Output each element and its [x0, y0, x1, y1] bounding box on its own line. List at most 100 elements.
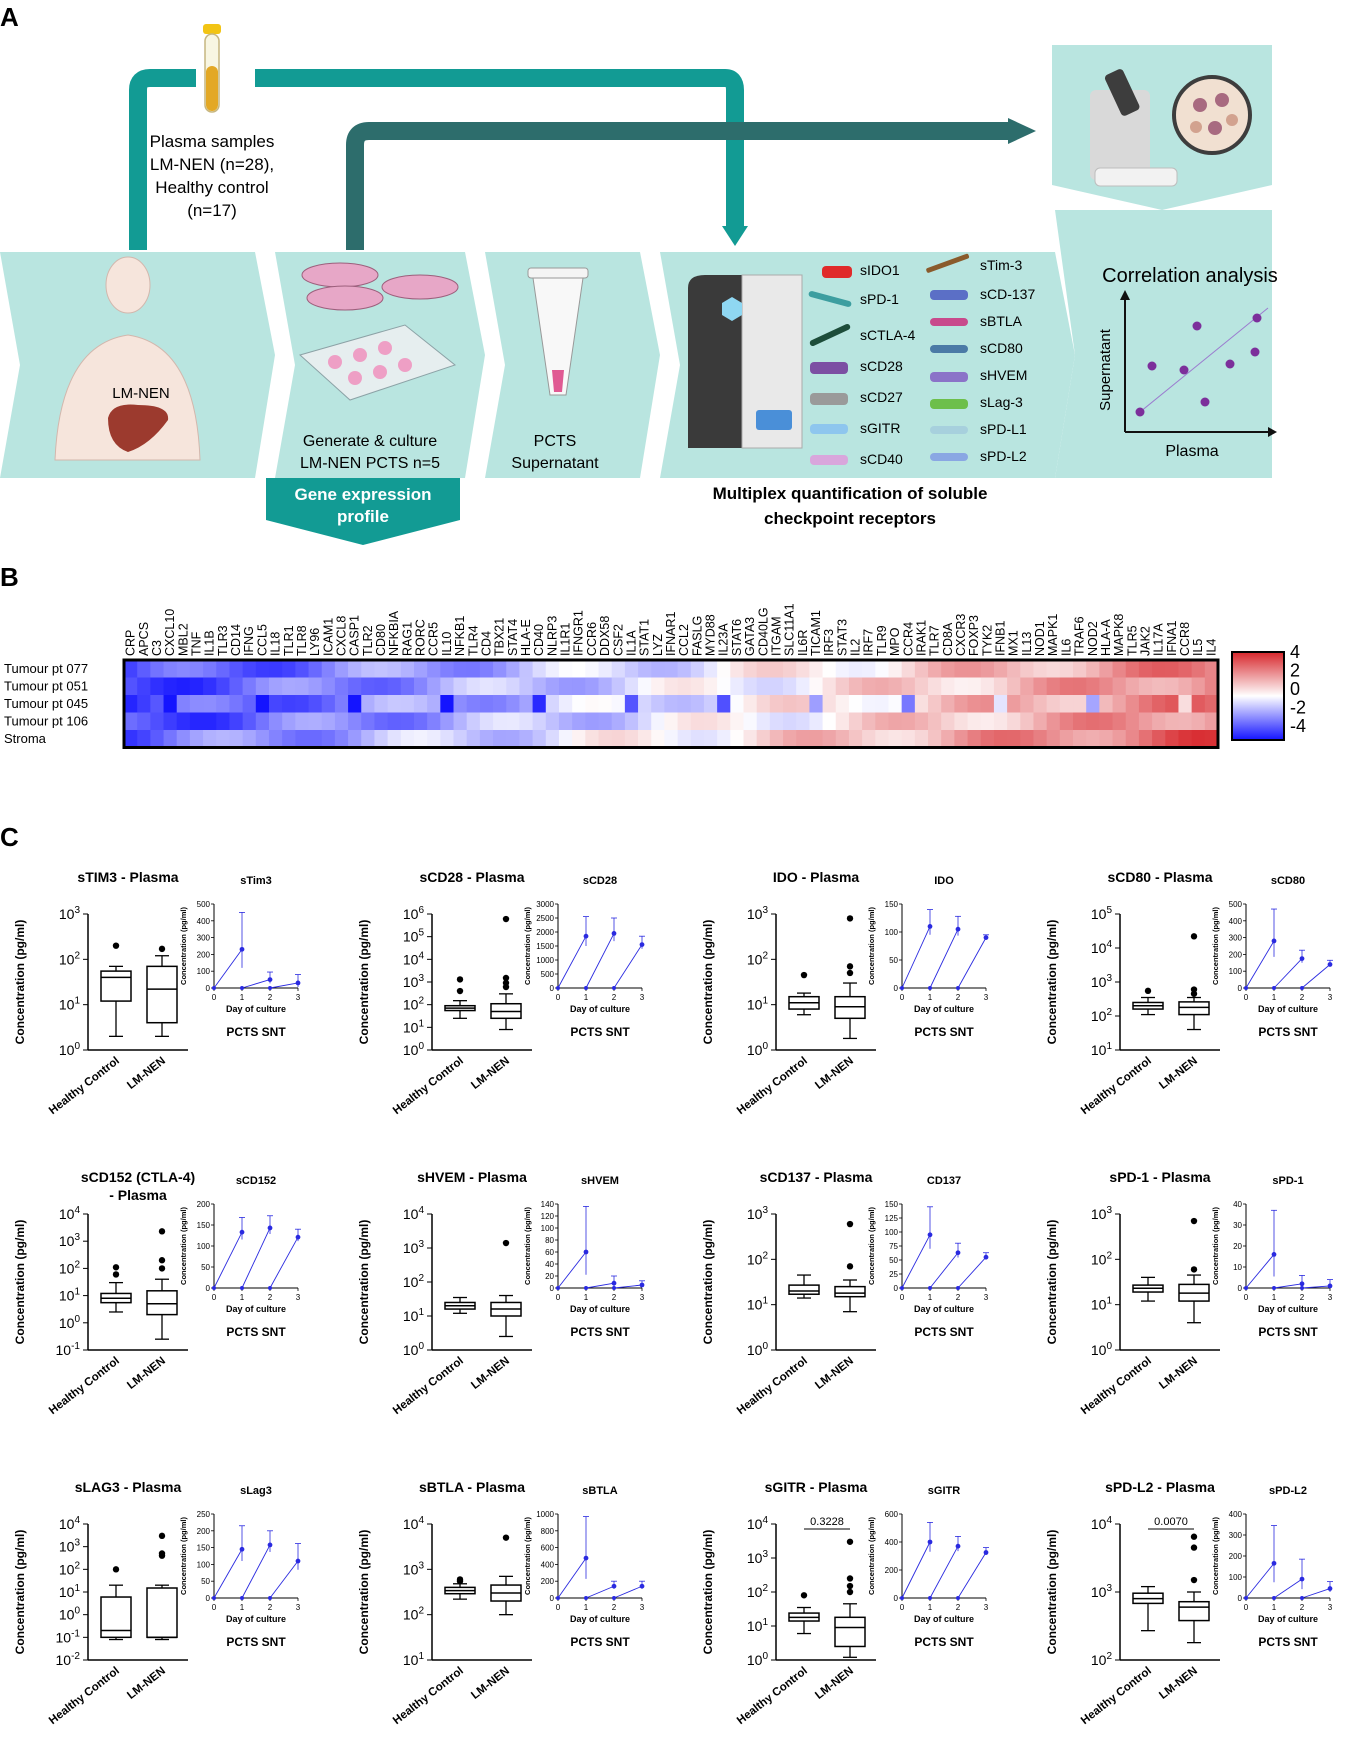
heatmap-cell: [901, 730, 916, 748]
heatmap-cell: [677, 695, 692, 713]
gene-label: NFKB1: [453, 616, 467, 656]
inset-y-tick-label: 3000: [536, 900, 554, 909]
heatmap-cell: [466, 660, 481, 678]
heatmap-cell: [519, 695, 534, 713]
heatmap-cell: [980, 660, 995, 678]
plot-title: sPD-L2 - Plasma: [1105, 1479, 1215, 1495]
heatmap-cell: [255, 712, 270, 731]
inset-x-tick-label: 2: [268, 1603, 273, 1612]
tick-exponent: 1: [74, 996, 80, 1007]
gene-label: CD4: [479, 631, 493, 656]
inset-x-tick-label: 0: [556, 1293, 561, 1302]
inset-y-tick-label: 150: [885, 900, 899, 909]
inset-y-tick-label: 400: [1229, 1510, 1243, 1519]
heatmap-cell: [374, 712, 389, 731]
heatmap-cell: [769, 677, 784, 696]
plot-title: sCD152 (CTLA-4): [81, 1169, 195, 1185]
inset-y-tick-label: 600: [885, 1510, 899, 1519]
heatmap-cell: [1059, 660, 1074, 678]
heatmap-cell: [295, 730, 310, 748]
y-tick-label: 101: [747, 1296, 769, 1313]
gene-label: FOXP3: [967, 615, 981, 656]
inset-series-line: [557, 1251, 587, 1289]
outlier: [846, 1538, 854, 1545]
tick-exponent: 4: [1106, 1515, 1112, 1526]
outlier: [846, 1220, 854, 1228]
inset-point: [239, 946, 245, 952]
inset-y-tick-label: 50: [889, 1256, 898, 1265]
heatmap-cell: [730, 695, 744, 713]
inset-x-tick-label: 3: [296, 1603, 301, 1612]
heatmap-cell: [466, 677, 481, 696]
tick-base: 10: [403, 1019, 419, 1035]
snt-label: PCTS SNT: [570, 1025, 630, 1039]
y-tick-label: 102: [1091, 1007, 1113, 1024]
inset-x-tick-label: 3: [1328, 993, 1333, 1002]
gene-label: IFNGR1: [572, 610, 586, 656]
supernatant-text: PCTS Supernatant: [511, 433, 599, 472]
heatmap-cell: [1191, 660, 1206, 678]
tick-exponent: 4: [74, 1515, 80, 1526]
heatmap-cell: [585, 712, 600, 731]
tick-exponent: 2: [1106, 1007, 1112, 1018]
heatmap-cell: [743, 660, 758, 678]
heatmap-cell: [677, 677, 692, 696]
category-label: LM-NEN: [125, 1665, 168, 1702]
heatmap-cell: [677, 730, 692, 748]
heatmap-cell: [1020, 712, 1034, 731]
heatmap-cell: [651, 660, 665, 678]
inset-x-tick-label: 0: [212, 993, 217, 1002]
tick-exponent: 1: [74, 1583, 80, 1594]
heatmap-cell: [1046, 677, 1061, 696]
heatmap-cell: [835, 730, 850, 748]
heatmap-cell: [400, 730, 415, 748]
inset-y-tick-label: 500: [541, 970, 555, 979]
y-tick-label: 103: [1091, 973, 1113, 990]
inset-point: [1300, 1286, 1304, 1290]
heatmap-cell: [1046, 695, 1061, 713]
inset-series-line: [269, 1560, 299, 1599]
inset-point: [212, 1596, 216, 1600]
inset-point: [955, 1543, 961, 1549]
inset-y-label: Concentration (pg/ml): [867, 1207, 876, 1285]
y-tick-label: 101: [59, 996, 81, 1013]
heatmap-cell: [176, 660, 191, 678]
heatmap-cell: [400, 677, 415, 696]
heatmap-cell: [400, 712, 415, 731]
heatmap-cell: [519, 712, 534, 731]
receptor-label: sBTLA: [980, 313, 1023, 329]
y-tick-label: 102: [1091, 1651, 1113, 1668]
y-tick-label: 10-1: [56, 1341, 81, 1358]
inset-x-tick-label: 0: [900, 1293, 905, 1302]
heatmap-cell: [888, 730, 903, 748]
gene-label: TYK2: [980, 625, 994, 656]
inset-y-tick-label: 50: [889, 956, 898, 965]
heatmap-cell: [308, 712, 323, 731]
tick-exponent: 4: [418, 950, 424, 961]
tick-base: 10: [403, 906, 419, 922]
inset-x-label: Day of culture: [914, 1004, 974, 1014]
heatmap-cell: [1073, 730, 1087, 748]
heatmap-cell: [664, 712, 679, 731]
heatmap-cell: [993, 730, 1008, 748]
inset-point: [928, 1596, 932, 1600]
gene-label: IFNB1: [994, 621, 1008, 656]
plot-group-1: sCD28 - Plasma100101102103104105106Conce…: [357, 869, 645, 1117]
heatmap-cell: [124, 730, 138, 748]
colorbar: [1231, 651, 1285, 741]
inset-x-tick-label: 0: [556, 993, 561, 1002]
inset-point: [955, 1250, 961, 1256]
heatmap-cell: [479, 712, 494, 731]
y-tick-label: 104: [59, 1205, 81, 1222]
gene-label: CCR8: [1178, 622, 1192, 656]
inset-point: [267, 1542, 273, 1548]
inset-y-tick-label: 2000: [536, 928, 554, 937]
heatmap-cell: [1059, 712, 1074, 731]
heatmap-cell: [756, 712, 771, 731]
y-tick-label: 103: [403, 973, 425, 990]
tick-base: 10: [59, 906, 75, 922]
inset-series-line: [1301, 1588, 1331, 1599]
heatmap-cell: [690, 730, 705, 748]
colorbar-tick: 0: [1290, 679, 1300, 699]
patient-illustration: LM-NEN: [54, 256, 201, 461]
